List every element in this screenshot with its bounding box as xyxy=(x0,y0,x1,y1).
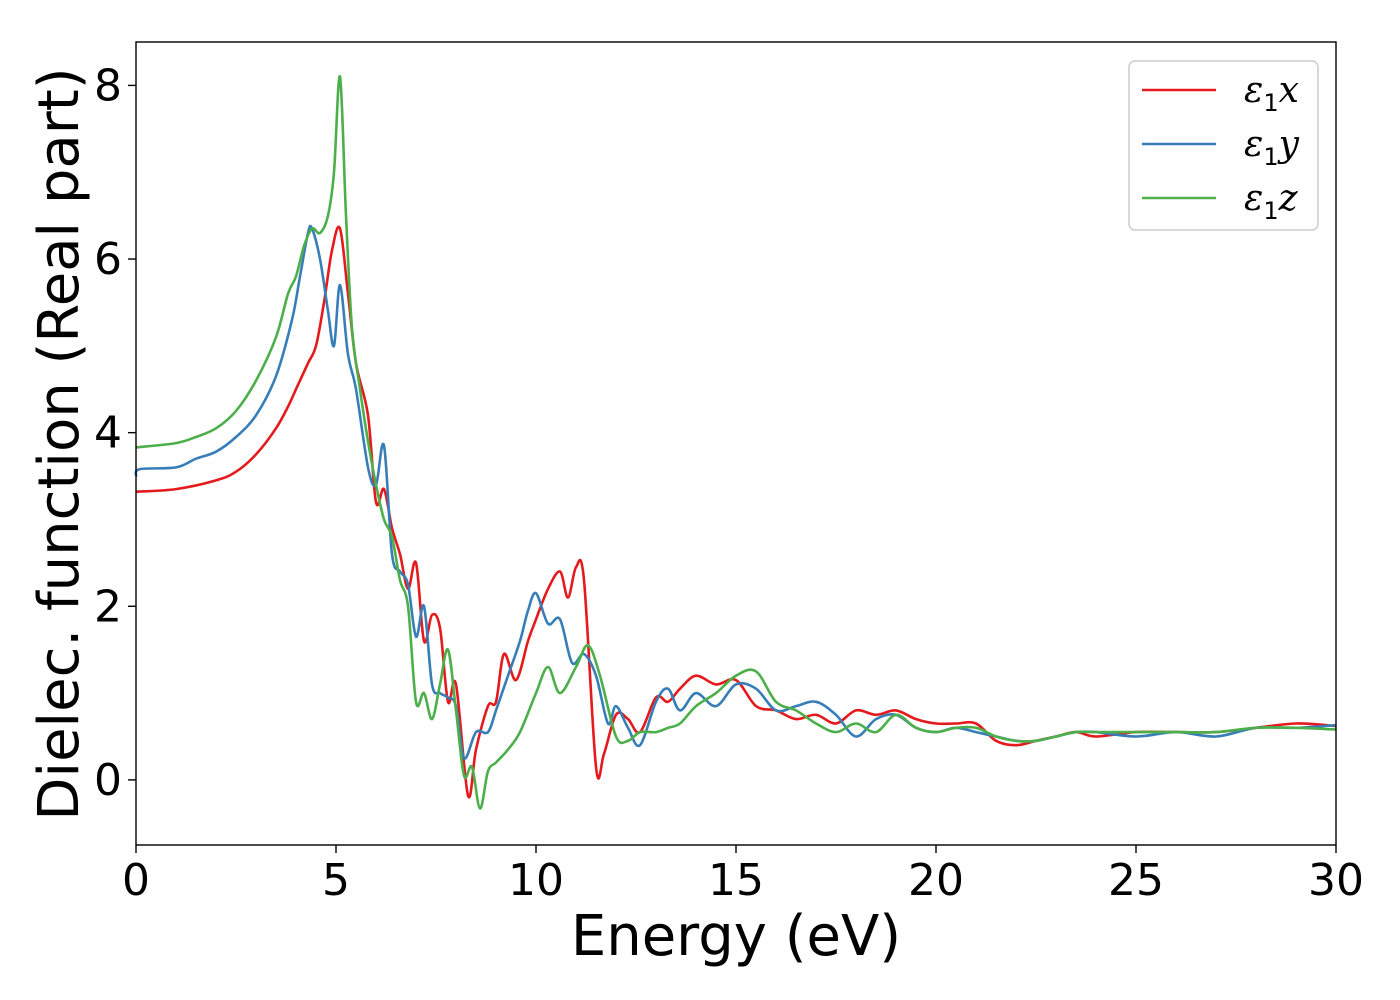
legend-symbol: ε xyxy=(1244,70,1263,111)
legend-component: x xyxy=(1279,70,1299,111)
legend-subscript: 1 xyxy=(1263,143,1278,171)
legend-box xyxy=(1128,60,1319,231)
series-line-1 xyxy=(135,225,1337,799)
x-tick-label: 5 xyxy=(322,855,350,906)
y-tick-label: 8 xyxy=(94,60,122,111)
legend-symbol: ε xyxy=(1244,124,1263,165)
y-tick-label: 4 xyxy=(94,408,122,459)
y-tick-label: 0 xyxy=(94,755,122,806)
series-layer xyxy=(134,75,1337,810)
x-tick-label: 15 xyxy=(708,855,764,906)
legend-label-3: ε1z xyxy=(1244,178,1299,225)
series-line-3 xyxy=(135,75,1337,810)
x-tick-label: 0 xyxy=(122,855,150,906)
legend-label-1: ε1x xyxy=(1244,70,1299,117)
legend-component: z xyxy=(1278,178,1299,219)
x-tick-label: 10 xyxy=(508,855,564,906)
y-axis-title: Dielec. function (Real part) xyxy=(27,67,92,820)
legend-subscript: 1 xyxy=(1263,89,1278,117)
y-axis: 0 2 4 6 8 xyxy=(94,60,136,806)
legend-symbol: ε xyxy=(1244,178,1263,219)
x-axis-title: Energy (eV) xyxy=(571,904,901,969)
x-tick-label: 25 xyxy=(1108,855,1164,906)
y-tick-label: 2 xyxy=(94,581,122,632)
legend-label-2: ε1y xyxy=(1244,124,1300,171)
y-tick-label: 6 xyxy=(94,234,122,285)
x-tick-label: 20 xyxy=(908,855,964,906)
x-axis: 0 5 10 15 20 25 30 xyxy=(122,845,1364,906)
legend-component: y xyxy=(1277,124,1300,165)
legend-subscript: 1 xyxy=(1263,197,1278,225)
x-tick-label: 30 xyxy=(1308,855,1364,906)
